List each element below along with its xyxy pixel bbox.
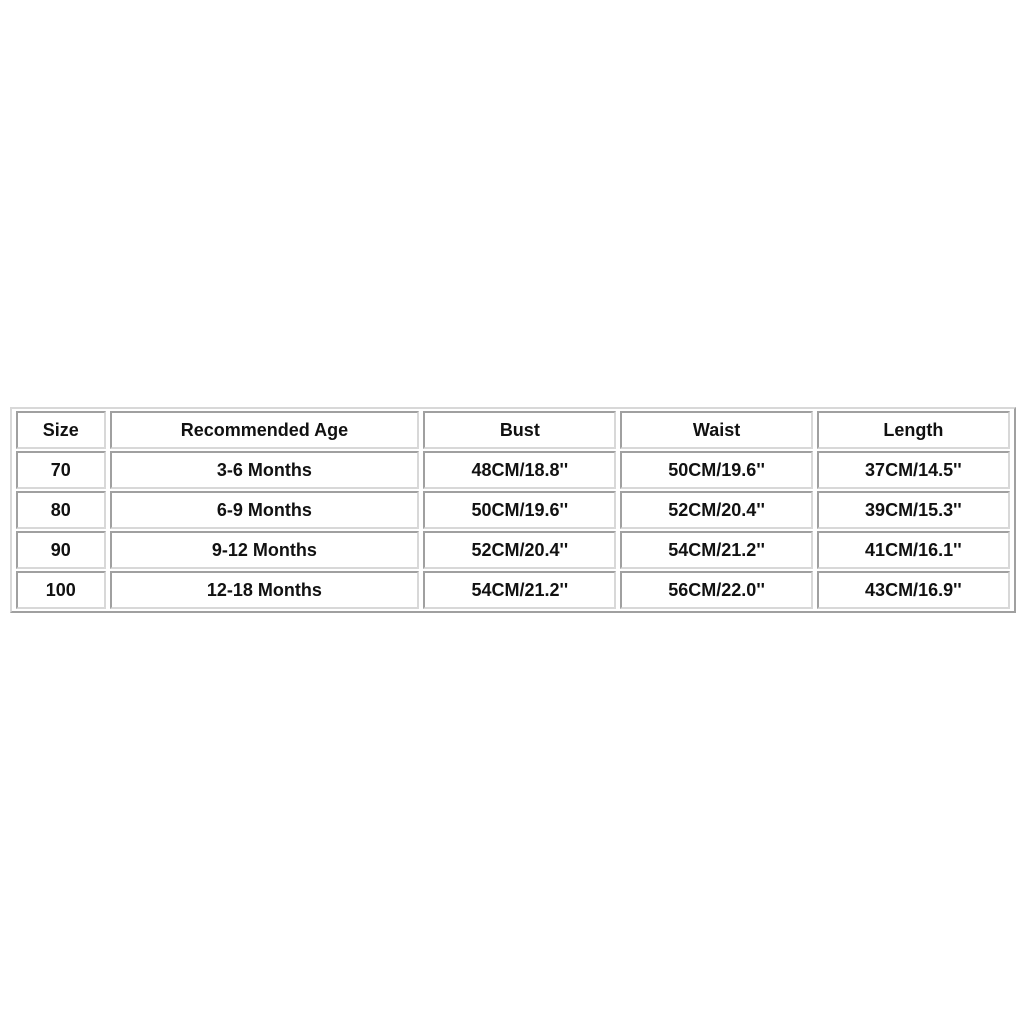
table-cell: 3-6 Months xyxy=(109,451,420,489)
table-cell: 43CM/16.9'' xyxy=(816,571,1010,609)
column-header: Bust xyxy=(423,411,617,449)
table-cell: 70 xyxy=(16,451,106,489)
table-row: 100 12-18 Months 54CM/21.2'' 56CM/22.0'' 43C… xyxy=(16,571,1010,609)
table-cell: 50CM/19.6'' xyxy=(620,451,813,489)
header-row: Size Recommended Age Bust Waist Length xyxy=(16,411,1010,449)
table-cell: 52CM/20.4'' xyxy=(620,491,813,529)
table-cell: 41CM/16.1'' xyxy=(816,531,1010,569)
size-chart-table: Size Recommended Age Bust Waist Length 70 3-6 … xyxy=(10,407,1016,613)
table-cell: 39CM/15.3'' xyxy=(816,491,1010,529)
table-cell: 9-12 Months xyxy=(109,531,420,569)
table-cell: 52CM/20.4'' xyxy=(423,531,617,569)
column-header: Length xyxy=(816,411,1010,449)
table-cell: 56CM/22.0'' xyxy=(620,571,813,609)
table-row: 90 9-12 Months 52CM/20.4'' 54CM/21.2'' 41CM/… xyxy=(16,531,1010,569)
table-cell: 80 xyxy=(16,491,106,529)
table-cell: 100 xyxy=(16,571,106,609)
column-header: Waist xyxy=(620,411,813,449)
table-cell: 90 xyxy=(16,531,106,569)
table-cell: 54CM/21.2'' xyxy=(423,571,617,609)
table-cell: 48CM/18.8'' xyxy=(423,451,617,489)
table-cell: 37CM/14.5'' xyxy=(816,451,1010,489)
table-cell: 6-9 Months xyxy=(109,491,420,529)
table-cell: 54CM/21.2'' xyxy=(620,531,813,569)
table-cell: 12-18 Months xyxy=(109,571,420,609)
table-row: 70 3-6 Months 48CM/18.8'' 50CM/19.6'' 37CM/1… xyxy=(16,451,1010,489)
column-header: Recommended Age xyxy=(109,411,420,449)
table-row: 80 6-9 Months 50CM/19.6'' 52CM/20.4'' 39CM/1… xyxy=(16,491,1010,529)
table-cell: 50CM/19.6'' xyxy=(423,491,617,529)
column-header: Size xyxy=(16,411,106,449)
